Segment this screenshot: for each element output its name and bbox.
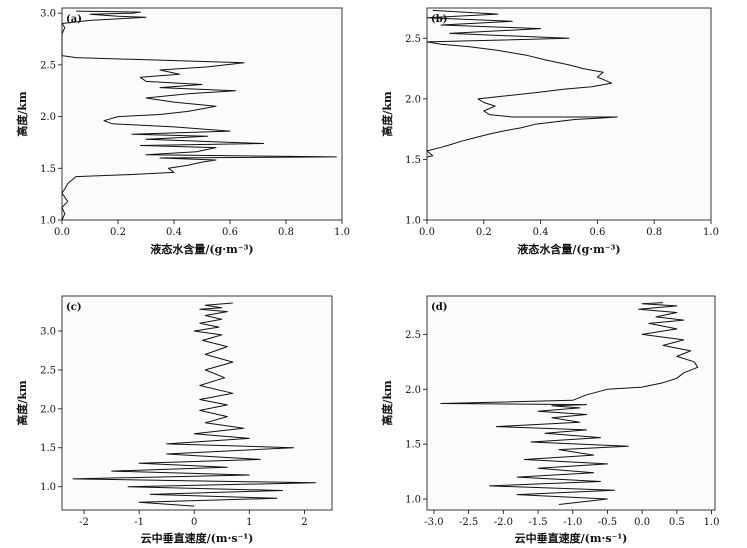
- panel-c: (c) -2 -1 0 1 2 1.0 1.5 2.0 2.5 3.0 云中垂直速度/(m·s⁻…: [15, 295, 333, 545]
- x-tick-label: 0.6: [222, 227, 238, 238]
- x-tick-label: 0.0: [634, 517, 650, 528]
- x-tick-label: -1: [134, 517, 144, 528]
- x-tick-label: 0.8: [278, 227, 294, 238]
- y-tick-label: 1.5: [40, 164, 56, 175]
- x-tick-label: 1.0: [703, 227, 719, 238]
- plot-area-a: [61, 7, 343, 221]
- x-tick-label: 0.0: [54, 227, 70, 238]
- y-tick-label: 3.0: [40, 9, 56, 20]
- x-tick-label: 0.8: [646, 227, 662, 238]
- x-tick-label: 0: [191, 517, 197, 528]
- x-tick-label: 1.0: [334, 227, 350, 238]
- x-tick-label: 0.6: [589, 227, 605, 238]
- panel-d: (d) -3.0 -2.5 -2.0 -1.5 -1.0 -0.5 0.0 0.5 1.0 1.…: [380, 295, 719, 545]
- x-tick-label: -1.5: [528, 517, 547, 528]
- y-ticks-b: 1.0 1.5 2.0 2.5: [405, 34, 427, 227]
- y-tick-label: 2.0: [405, 385, 421, 396]
- x-tick-label: 0.2: [476, 227, 492, 238]
- y-ticks-c: 1.0 1.5 2.0 2.5 3.0: [40, 327, 62, 493]
- velocity-profile-d: [440, 302, 699, 505]
- y-ticks-a: 1.0 1.5 2.0 2.5 3.0: [40, 9, 62, 227]
- x-tick-label: 0.5: [669, 517, 685, 528]
- x-axis-label-a: 液态水含量/(g·m⁻³): [150, 242, 253, 256]
- x-tick-label: 0.4: [166, 227, 182, 238]
- x-axis-label-b: 液态水含量/(g·m⁻³): [517, 242, 620, 256]
- y-tick-label: 3.0: [40, 327, 56, 338]
- y-tick-label: 1.0: [405, 495, 421, 506]
- y-tick-label: 2.5: [40, 60, 56, 71]
- panel-a: (a) 0.0 0.2 0.4 0.6 0.8 1.0 1.0 1.5 2.0 2.5 3.0 液…: [15, 7, 350, 256]
- x-tick-label: -2.0: [494, 517, 513, 528]
- x-tick-label: -3.0: [424, 517, 443, 528]
- x-tick-label: 0.0: [419, 227, 435, 238]
- panel-label-c: (c): [66, 302, 82, 313]
- panel-label-d: (d): [431, 302, 447, 313]
- x-tick-label: 1.0: [704, 517, 720, 528]
- y-tick-label: 1.5: [40, 443, 56, 454]
- y-tick-label: 1.0: [40, 482, 56, 493]
- x-tick-label: 0.4: [533, 227, 549, 238]
- x-tick-label: 1: [246, 517, 252, 528]
- x-ticks-a: 0.0 0.2 0.4 0.6 0.8 1.0: [54, 220, 350, 238]
- y-tick-label: 1.0: [40, 216, 56, 227]
- lwc-profile-b: [426, 9, 618, 158]
- y-tick-label: 1.5: [405, 155, 421, 166]
- plot-area-b: [426, 7, 712, 221]
- y-axis-label-c: 高度/km: [15, 380, 29, 426]
- lwc-profile-a: [61, 10, 337, 221]
- x-tick-label: 2: [301, 517, 307, 528]
- x-ticks-c: -2 -1 0 1 2: [79, 510, 308, 528]
- y-tick-label: 2.0: [40, 404, 56, 415]
- y-tick-label: 2.0: [40, 112, 56, 123]
- y-tick-label: 2.5: [40, 365, 56, 376]
- x-ticks-d: -3.0 -2.5 -2.0 -1.5 -1.0 -0.5 0.0 0.5 1.0: [424, 510, 719, 528]
- velocity-profile-c: [72, 302, 316, 507]
- y-tick-label: 1.5: [405, 440, 421, 451]
- y-tick-label: 1.0: [405, 216, 421, 227]
- y-tick-label: 2.5: [405, 34, 421, 45]
- panel-label-a: (a): [66, 14, 82, 25]
- y-axis-label-d: 高度/km: [380, 380, 394, 426]
- x-tick-label: -2.5: [459, 517, 478, 528]
- y-axis-label-a: 高度/km: [15, 91, 29, 137]
- panel-b: (b) 0.0 0.2 0.4 0.6 0.8 1.0 1.0 1.5 2.0 2.5 液态水含…: [380, 7, 719, 256]
- x-tick-label: -2: [79, 517, 89, 528]
- y-ticks-d: 1.0 1.5 2.0 2.5: [405, 330, 427, 506]
- x-ticks-b: 0.0 0.2 0.4 0.6 0.8 1.0: [419, 220, 719, 238]
- panel-label-b: (b): [431, 14, 447, 25]
- y-tick-label: 2.5: [405, 330, 421, 341]
- x-tick-label: -0.5: [598, 517, 617, 528]
- y-tick-label: 2.0: [405, 94, 421, 105]
- y-axis-label-b: 高度/km: [380, 91, 394, 137]
- x-axis-label-c: 云中垂直速度/(m·s⁻¹): [141, 531, 254, 545]
- x-axis-label-d: 云中垂直速度/(m·s⁻¹): [515, 531, 628, 545]
- x-tick-label: 0.2: [110, 227, 126, 238]
- x-tick-label: -1.0: [563, 517, 582, 528]
